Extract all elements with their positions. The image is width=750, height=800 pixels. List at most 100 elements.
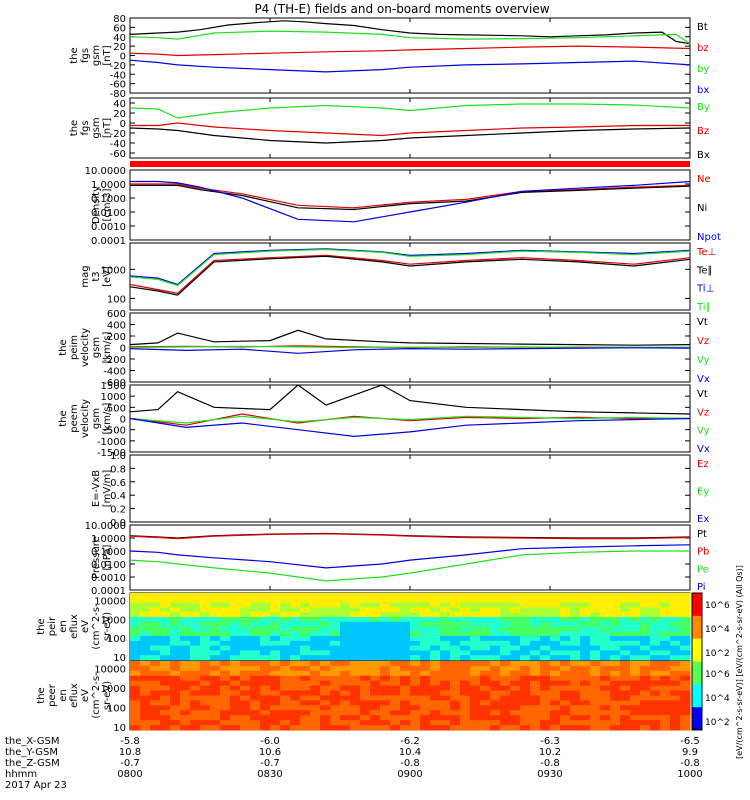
spec-cell: [340, 655, 351, 661]
spec-cell: [660, 650, 671, 656]
spec-cell: [540, 607, 551, 613]
spec-cell: [310, 612, 321, 618]
spec-cell: [540, 640, 551, 647]
spec-cell: [620, 675, 631, 682]
spec-cell: [160, 597, 171, 604]
spec-cell: [450, 720, 461, 726]
series-Ne: [130, 183, 691, 209]
colorbar-segment: [692, 606, 702, 610]
spec-cell: [570, 640, 581, 647]
y-axis-label: sr-eV): [102, 612, 113, 641]
spec-cell: [520, 640, 531, 647]
colorbar-segment: [692, 702, 702, 706]
spec-cell: [170, 670, 181, 677]
spec-cell: [460, 655, 471, 661]
spec-cell: [500, 655, 511, 661]
spec-cell: [520, 661, 531, 667]
spec-cell: [130, 675, 141, 682]
spec-cell: [180, 700, 191, 706]
spec-cell: [390, 607, 401, 613]
spec-cell: [550, 705, 561, 711]
spec-cell: [160, 636, 171, 642]
spec-cell: [290, 715, 301, 721]
spec-cell: [350, 715, 361, 721]
spec-cell: [320, 645, 331, 651]
spec-cell: [640, 680, 651, 687]
spec-cell: [660, 685, 671, 692]
spec-cell: [490, 690, 501, 696]
y-axis-label: gsm: [91, 45, 102, 66]
spec-cell: [360, 690, 371, 696]
spec-cell: [150, 650, 161, 656]
spec-cell: [500, 700, 511, 706]
spec-cell: [400, 597, 411, 604]
spec-cell: [660, 612, 671, 618]
spec-cell: [650, 650, 661, 656]
spec-cell: [630, 640, 641, 647]
spec-cell: [590, 670, 601, 677]
spec-cell: [610, 720, 621, 726]
ephemeris-value: -6.5: [680, 736, 700, 747]
spec-cell: [380, 665, 391, 672]
spec-cell: [530, 616, 541, 623]
spec-cell: [550, 631, 561, 637]
spec-cell: [490, 593, 501, 599]
spec-cell: [570, 695, 581, 701]
spec-cell: [230, 715, 241, 721]
spec-cell: [360, 636, 371, 642]
spec-cell: [640, 597, 651, 604]
spec-cell: [370, 645, 381, 651]
spec-cell: [250, 593, 261, 599]
y-tick-label: -20: [110, 129, 126, 140]
spec-cell: [530, 670, 541, 677]
spec-cell: [220, 700, 231, 706]
y-axis-label: velocity: [80, 399, 91, 438]
spec-cell: [640, 631, 651, 637]
spec-cell: [330, 612, 341, 618]
y-axis-label: eflux: [69, 683, 80, 708]
spec-cell: [450, 665, 461, 672]
spec-cell: [200, 665, 211, 672]
spec-cell: [620, 665, 631, 672]
spec-cell: [680, 593, 691, 599]
panel-pressure: 0.00010.00100.01000.10001.000010.0000Pre…: [85, 521, 710, 597]
spec-cell: [490, 670, 501, 677]
spec-cell: [460, 661, 471, 667]
spec-cell: [130, 645, 141, 651]
spec-cell: [680, 650, 691, 656]
spec-cell: [650, 670, 661, 677]
spec-cell: [430, 685, 441, 692]
spec-cell: [640, 607, 651, 613]
legend-Vy: Vy: [697, 426, 710, 437]
spec-cell: [190, 655, 201, 661]
series-Pi: [129, 544, 691, 569]
colorbar-segment: [692, 613, 702, 617]
spec-cell: [150, 616, 161, 623]
spec-cell: [430, 720, 441, 726]
spec-cell: [320, 640, 331, 647]
spec-cell: [420, 655, 431, 661]
spec-cell: [490, 680, 501, 687]
spec-cell: [420, 631, 431, 637]
legend-Ex: Ex: [697, 514, 709, 525]
spec-cell: [580, 631, 591, 637]
spec-cell: [340, 636, 351, 642]
spec-cell: [660, 602, 671, 608]
spec-cell: [220, 626, 231, 632]
spec-cell: [170, 695, 181, 701]
spec-cell: [650, 621, 661, 627]
series-Vx: [129, 347, 691, 354]
spec-cell: [640, 700, 651, 706]
y-tick-label: 0.4: [110, 491, 126, 502]
spec-cell: [330, 715, 341, 721]
spec-cell: [240, 626, 251, 632]
spec-cell: [560, 705, 571, 711]
spec-cell: [640, 655, 651, 661]
spec-cell: [300, 665, 311, 672]
legend-Te⊥: Te⊥: [696, 247, 716, 258]
spec-cell: [230, 626, 241, 632]
spec-cell: [460, 675, 471, 682]
spec-cell: [340, 710, 351, 716]
spec-cell: [410, 645, 421, 651]
panel-density: 0.00010.00100.01000.10001.000010.0000Den…: [85, 166, 721, 247]
